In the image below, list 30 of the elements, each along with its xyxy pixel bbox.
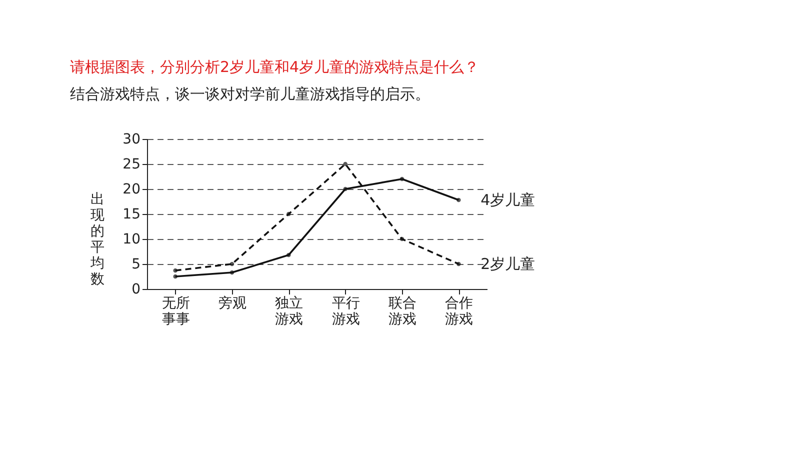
point [230, 270, 234, 275]
y-axis-title: 出现的平均数 [90, 192, 104, 288]
x-tick-label: 平行游戏 [332, 296, 360, 328]
point [343, 186, 348, 192]
series-label: 2岁儿童 [480, 255, 536, 273]
y-tick-label: 5 [132, 256, 140, 272]
x-tick-label: 旁观 [218, 296, 246, 312]
y-tick-label: 15 [122, 206, 140, 222]
point [286, 212, 291, 216]
x-tick-label: 联合游戏 [388, 296, 416, 328]
y-tick-label: 30 [122, 132, 140, 148]
y-tick-label: 20 [122, 182, 140, 198]
y-tick-label: 25 [122, 156, 140, 172]
point [400, 236, 404, 242]
point [173, 274, 178, 279]
x-tick-label: 合作游戏 [445, 296, 474, 328]
point [456, 198, 461, 202]
x-tick-label: 无所事事 [162, 296, 190, 328]
y-tick-label: 0 [132, 282, 140, 298]
point [286, 252, 291, 258]
point [173, 268, 178, 273]
chart-title: 请根据图表，分别分析2岁儿童和4岁儿童的游戏特点是什么？ [70, 58, 480, 76]
chart-subtitle: 结合游戏特点，谈一谈对对学前儿童游戏指导的启示。 [70, 85, 430, 103]
point [230, 262, 234, 266]
point [456, 262, 461, 266]
y-tick-label: 10 [122, 232, 140, 248]
series-label: 4岁儿童 [480, 191, 536, 209]
point [400, 176, 404, 182]
x-tick-label: 独立游戏 [275, 296, 304, 328]
point [343, 162, 348, 166]
